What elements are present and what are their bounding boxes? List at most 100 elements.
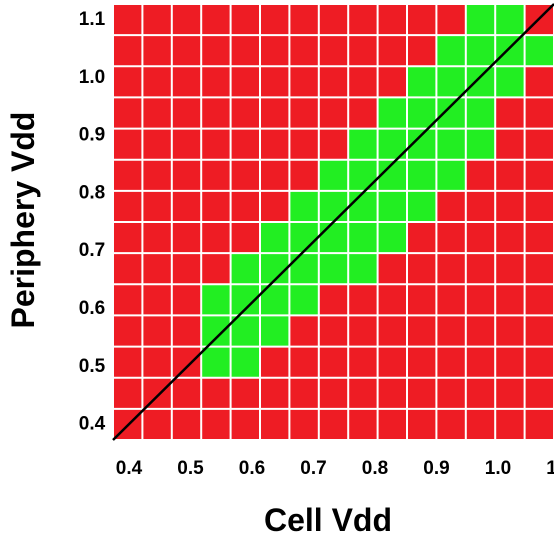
fail-cell xyxy=(260,35,290,67)
fail-cell xyxy=(171,346,202,379)
fail-cell xyxy=(377,4,408,36)
fail-cell xyxy=(524,159,554,192)
y-tick-label: 1.1 xyxy=(79,9,106,30)
fail-cell xyxy=(171,190,202,223)
fail-cell xyxy=(495,128,526,161)
fail-cell xyxy=(260,190,290,223)
fail-cell xyxy=(289,97,320,130)
pass-cell xyxy=(436,66,467,99)
pass-cell xyxy=(377,128,408,161)
fail-cell xyxy=(113,66,143,99)
fail-cell xyxy=(142,253,173,285)
fail-cell xyxy=(113,346,143,379)
fail-cell xyxy=(524,190,554,223)
fail-cell xyxy=(201,408,232,441)
fail-cell xyxy=(113,315,143,348)
fail-cell xyxy=(407,315,437,348)
fail-cell xyxy=(230,97,261,130)
fail-cell xyxy=(495,253,526,285)
fail-cell xyxy=(524,408,554,441)
fail-cell xyxy=(465,315,496,348)
fail-cell xyxy=(377,66,408,99)
fail-cell xyxy=(201,377,232,410)
x-tick-label: 0.6 xyxy=(239,458,265,479)
fail-cell xyxy=(142,315,173,348)
fail-cell xyxy=(230,35,261,67)
fail-cell xyxy=(260,346,290,379)
fail-cell xyxy=(201,4,232,36)
fail-cell xyxy=(465,346,496,379)
pass-cell xyxy=(465,66,496,99)
fail-cell xyxy=(289,159,320,192)
fail-cell xyxy=(348,4,379,36)
x-tick-label: 0.8 xyxy=(362,458,388,479)
y-tick-label: 0.4 xyxy=(79,414,106,435)
fail-cell xyxy=(377,377,408,410)
fail-cell xyxy=(524,66,554,99)
pass-cell xyxy=(407,159,437,192)
fail-cell xyxy=(407,377,437,410)
fail-cell xyxy=(171,128,202,161)
pass-cell xyxy=(436,159,467,192)
y-tick-label: 1.0 xyxy=(79,67,105,88)
y-tick-label: 0.9 xyxy=(79,125,105,146)
fail-cell xyxy=(465,190,496,223)
fail-cell xyxy=(318,4,349,36)
pass-cell xyxy=(436,128,467,161)
fail-cell xyxy=(171,159,202,192)
pass-cell xyxy=(348,190,379,223)
fail-cell xyxy=(260,159,290,192)
pass-cell xyxy=(524,35,554,67)
fail-cell xyxy=(524,284,554,317)
fail-cell xyxy=(142,190,173,223)
fail-cell xyxy=(436,315,467,348)
fail-cell xyxy=(171,377,202,410)
fail-cell xyxy=(113,190,143,223)
fail-cell xyxy=(142,222,173,254)
pass-cell xyxy=(377,190,408,223)
fail-cell xyxy=(142,35,173,67)
y-tick-label: 0.7 xyxy=(79,240,105,261)
fail-cell xyxy=(465,408,496,441)
fail-cell xyxy=(524,346,554,379)
fail-cell xyxy=(407,346,437,379)
fail-cell xyxy=(524,253,554,285)
pass-cell xyxy=(407,190,437,223)
fail-cell xyxy=(348,35,379,67)
fail-cell xyxy=(230,377,261,410)
fail-cell xyxy=(201,159,232,192)
fail-cell xyxy=(260,66,290,99)
diagonal-reference-line xyxy=(112,3,554,441)
y-axis-title: Periphery Vdd xyxy=(5,112,41,329)
fail-cell xyxy=(377,346,408,379)
pass-cell xyxy=(230,253,261,285)
fail-cell xyxy=(495,315,526,348)
pass-cell xyxy=(289,222,320,254)
fail-cell xyxy=(318,408,349,441)
fail-cell xyxy=(230,159,261,192)
pass-cell xyxy=(465,4,496,36)
x-axis-title: Cell Vdd xyxy=(264,502,392,538)
fail-cell xyxy=(465,284,496,317)
fail-cell xyxy=(201,190,232,223)
pass-cell xyxy=(260,315,290,348)
fail-cell xyxy=(495,190,526,223)
fail-cell xyxy=(524,128,554,161)
fail-cell xyxy=(348,315,379,348)
fail-cell xyxy=(171,222,202,254)
fail-cell xyxy=(113,253,143,285)
pass-cell xyxy=(230,346,261,379)
fail-cell xyxy=(171,66,202,99)
fail-cell xyxy=(407,4,437,36)
fail-cell xyxy=(171,408,202,441)
x-tick-label: 1.0 xyxy=(485,458,511,479)
fail-cell xyxy=(230,222,261,254)
pass-cell xyxy=(495,35,526,67)
fail-cell xyxy=(348,97,379,130)
fail-cell xyxy=(230,4,261,36)
x-tick-label: 0.9 xyxy=(423,458,449,479)
x-tick-label: 0.4 xyxy=(116,458,143,479)
fail-cell xyxy=(377,35,408,67)
fail-cell xyxy=(348,377,379,410)
